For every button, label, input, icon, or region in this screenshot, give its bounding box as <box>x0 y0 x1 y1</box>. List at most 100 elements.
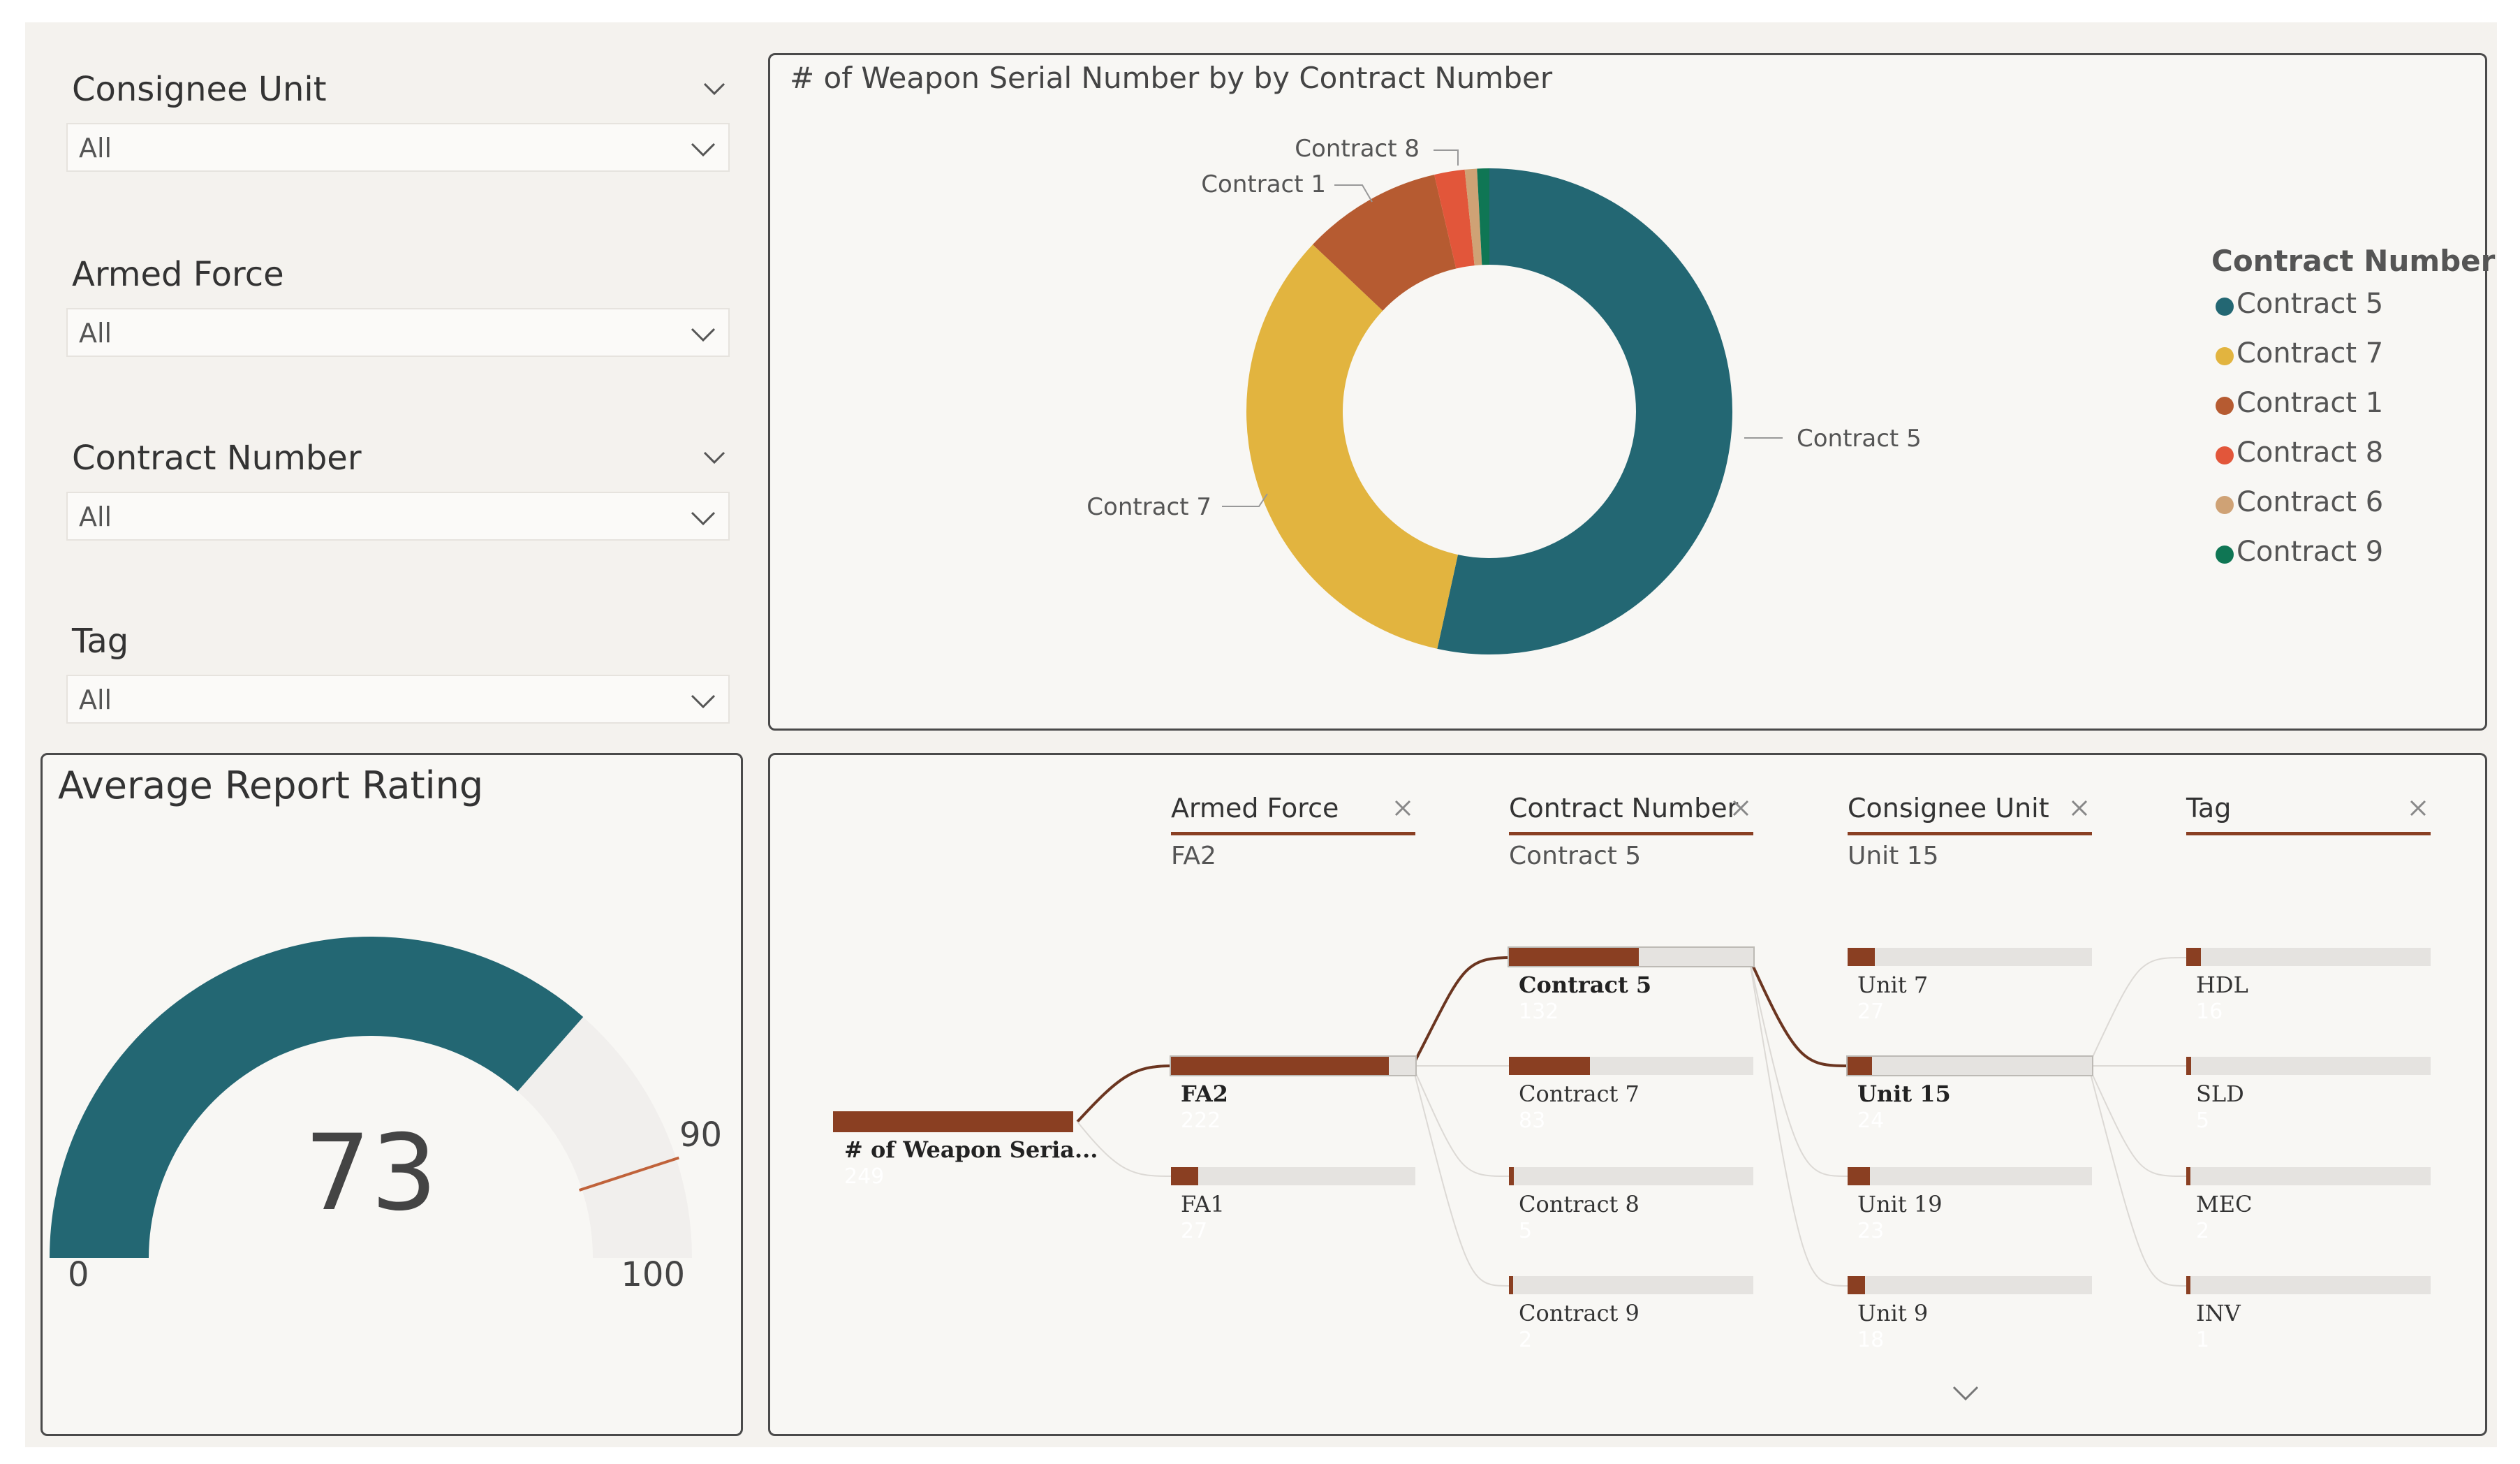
node-bar-fill <box>2186 1276 2190 1294</box>
legend-label: Contract 8 <box>2237 437 2384 469</box>
legend-dot <box>2216 397 2234 415</box>
node-value: 2 <box>2196 1219 2210 1243</box>
node-label: Unit 9 <box>1857 1300 1929 1326</box>
donut-slice-contract-6[interactable] <box>1464 168 1482 266</box>
node-value: 24 <box>1857 1108 1885 1133</box>
slicer-dropdown[interactable]: All <box>66 492 730 541</box>
legend-label: Contract 7 <box>2237 337 2384 369</box>
slicer-dropdown[interactable]: All <box>66 123 730 172</box>
legend-item-contract-6[interactable]: Contract 6 <box>2211 483 2495 533</box>
close-icon[interactable] <box>1390 796 1415 821</box>
node-bar-track <box>1848 1167 2092 1185</box>
donut-slice-contract-1[interactable] <box>1312 175 1457 311</box>
donut-slice-contract-5[interactable] <box>1437 168 1733 655</box>
legend-item-contract-5[interactable]: Contract 5 <box>2211 285 2495 335</box>
legend-label: Contract 6 <box>2237 486 2384 518</box>
legend-item-contract-8[interactable]: Contract 8 <box>2211 434 2495 483</box>
chart-title: # of Weapon Serial Number by by Contract… <box>790 61 1553 95</box>
chevron-down-icon <box>691 142 716 157</box>
node-bar-fill <box>1509 1276 1513 1294</box>
close-icon[interactable] <box>2405 796 2431 821</box>
node-value: 5 <box>2196 1108 2210 1133</box>
node-value: 2 <box>1519 1328 1533 1352</box>
chevron-down-icon <box>691 694 716 709</box>
level-header-selection: Unit 15 <box>1848 842 1939 870</box>
node-bar-fill <box>1848 1057 1872 1075</box>
gauge-card: Average Report Rating 73 0 100 90 <box>40 753 743 1436</box>
slicer-dropdown[interactable]: All <box>66 308 730 357</box>
node-bar-track <box>1509 1167 1753 1185</box>
legend-dot <box>2216 446 2234 464</box>
node-bar-track <box>1846 1055 2093 1076</box>
donut-slice-contract-7[interactable] <box>1246 244 1458 649</box>
node-label: FA2 <box>1181 1081 1228 1107</box>
node-bar-fill <box>1171 1167 1198 1185</box>
root-bar <box>833 1111 1073 1132</box>
close-icon[interactable] <box>2067 796 2092 821</box>
chevron-down-icon[interactable] <box>1952 1386 1979 1401</box>
donut-slice-contract-8[interactable] <box>1434 169 1475 269</box>
node-label: Contract 5 <box>1519 972 1652 998</box>
legend-item-contract-9[interactable]: Contract 9 <box>2211 533 2495 583</box>
connector <box>2088 957 2188 1067</box>
legend-item-contract-1[interactable]: Contract 1 <box>2211 384 2495 434</box>
legend-label: Contract 5 <box>2237 288 2384 320</box>
gauge-title: Average Report Rating <box>58 763 484 807</box>
node-label: Contract 7 <box>1519 1081 1640 1107</box>
legend-dot <box>2216 496 2234 514</box>
slice-label-contract-8: Contract 8 <box>1295 135 1420 163</box>
node-label: Unit 15 <box>1857 1081 1951 1107</box>
node-label: HDL <box>2196 972 2248 998</box>
leader-line <box>1434 149 1459 166</box>
connector <box>2088 1065 2188 1177</box>
slicer-selected-value: All <box>79 685 112 715</box>
level-header-label: Tag <box>2186 793 2232 824</box>
node-label: SLD <box>2196 1081 2244 1107</box>
root-label: # of Weapon Seria... <box>844 1136 1098 1163</box>
node-bar-track <box>1848 948 2092 966</box>
chevron-down-icon <box>691 328 716 342</box>
tree-connectors <box>1076 956 2188 1401</box>
slicer-selected-value: All <box>79 502 112 532</box>
connector-active <box>1411 956 1511 1067</box>
legend-dot <box>2216 546 2234 564</box>
legend-item-contract-7[interactable]: Contract 7 <box>2211 335 2495 384</box>
node-bar-track <box>1508 946 1755 967</box>
level-header-selection: FA2 <box>1171 842 1216 870</box>
connector <box>1412 1065 1511 1287</box>
node-bar-track <box>1848 1276 2092 1294</box>
level-header-underline <box>1171 832 1415 835</box>
slicer-selected-value: All <box>79 133 112 163</box>
node-bar-fill <box>1509 1057 1590 1075</box>
slicer-dropdown[interactable]: All <box>66 675 730 724</box>
node-bar-fill <box>1171 1057 1389 1075</box>
node-label: INV <box>2196 1300 2241 1326</box>
donut-slice-contract-9[interactable] <box>1477 168 1489 265</box>
chart-legend: Contract Number Contract 5 Contract 7 Co… <box>2211 244 2495 583</box>
decomposition-tree-card: Armed Force FA2 Contract Number Contract… <box>768 753 2487 1436</box>
node-bar-fill <box>2186 948 2201 966</box>
connector <box>1748 957 1850 1287</box>
level-header-label: Consignee Unit <box>1848 793 2049 824</box>
close-icon[interactable] <box>1728 796 1753 821</box>
connector <box>1412 1065 1511 1177</box>
legend-title: Contract Number <box>2211 244 2496 278</box>
node-label: Unit 19 <box>1857 1191 1943 1217</box>
node-value: 27 <box>1181 1219 1208 1243</box>
connector <box>1077 1121 1172 1177</box>
connector <box>2088 1065 2188 1287</box>
chevron-down-icon[interactable] <box>699 441 730 472</box>
level-header-selection: Contract 5 <box>1509 842 1642 870</box>
legend-dot <box>2216 347 2234 365</box>
slicer-title: Armed Force <box>72 255 284 294</box>
node-bar-track <box>1509 1276 1753 1294</box>
slice-label-contract-1: Contract 1 <box>1201 170 1326 198</box>
chevron-down-icon[interactable] <box>699 73 730 103</box>
node-bar-track <box>1509 1057 1753 1075</box>
level-header-underline <box>1509 832 1753 835</box>
node-value: 5 <box>1519 1219 1533 1243</box>
node-bar-fill <box>1848 1276 1865 1294</box>
node-value: 16 <box>2196 1000 2223 1024</box>
node-value: 1 <box>2196 1328 2210 1352</box>
root-value: 249 <box>844 1164 885 1189</box>
